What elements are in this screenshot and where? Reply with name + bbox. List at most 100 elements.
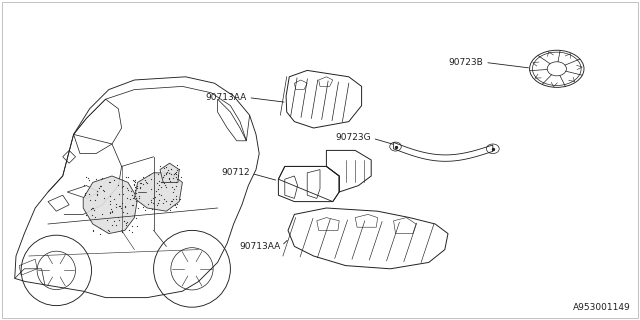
- Point: [168, 175, 178, 180]
- Point: [168, 196, 179, 201]
- Point: [171, 196, 181, 201]
- Point: [79, 190, 90, 195]
- Point: [111, 201, 121, 206]
- Point: [136, 180, 146, 185]
- Point: [103, 228, 113, 233]
- Point: [170, 171, 180, 176]
- Point: [130, 188, 140, 193]
- Point: [165, 178, 175, 183]
- Point: [132, 206, 143, 211]
- Point: [106, 211, 116, 216]
- Point: [106, 207, 116, 212]
- Point: [120, 205, 130, 210]
- Text: 90723B: 90723B: [449, 58, 483, 67]
- Point: [161, 172, 171, 177]
- Point: [157, 180, 167, 185]
- Point: [127, 202, 137, 207]
- Point: [161, 164, 172, 169]
- Point: [154, 178, 164, 183]
- Point: [113, 182, 124, 187]
- Point: [171, 183, 181, 188]
- Point: [90, 176, 100, 181]
- Point: [127, 195, 138, 200]
- Point: [134, 196, 145, 201]
- Point: [120, 203, 130, 208]
- Point: [117, 228, 127, 234]
- Point: [166, 199, 176, 204]
- Text: 90713AA: 90713AA: [239, 242, 280, 251]
- Point: [115, 203, 125, 208]
- Point: [81, 212, 91, 217]
- Point: [121, 222, 131, 228]
- Point: [154, 198, 164, 203]
- Point: [141, 179, 151, 184]
- Point: [138, 181, 148, 186]
- Point: [161, 198, 172, 204]
- Point: [148, 200, 158, 205]
- Point: [168, 190, 179, 195]
- Point: [166, 166, 176, 172]
- Point: [89, 207, 99, 212]
- Point: [156, 192, 166, 197]
- Point: [173, 173, 183, 178]
- Point: [105, 198, 115, 203]
- Point: [84, 178, 94, 183]
- Point: [92, 193, 102, 198]
- Point: [174, 167, 184, 172]
- Point: [96, 184, 106, 189]
- Point: [146, 186, 156, 191]
- Point: [150, 195, 161, 200]
- Point: [170, 170, 180, 175]
- Point: [109, 177, 120, 182]
- Point: [165, 207, 175, 212]
- Point: [127, 177, 138, 182]
- Point: [84, 192, 94, 197]
- Point: [107, 223, 117, 228]
- Point: [92, 189, 102, 194]
- Point: [169, 172, 179, 177]
- Point: [113, 192, 124, 197]
- Point: [135, 185, 145, 190]
- Point: [172, 201, 182, 206]
- Point: [156, 184, 166, 189]
- Point: [157, 174, 168, 180]
- Point: [127, 229, 137, 234]
- Point: [159, 165, 169, 170]
- Point: [105, 180, 115, 185]
- Point: [90, 214, 100, 220]
- Point: [88, 229, 99, 234]
- Text: 90713AA: 90713AA: [205, 93, 246, 102]
- Point: [164, 176, 175, 181]
- Point: [117, 201, 127, 206]
- Point: [152, 201, 163, 206]
- Point: [111, 204, 122, 209]
- Point: [156, 180, 166, 185]
- Point: [155, 163, 165, 168]
- Point: [151, 188, 161, 194]
- Point: [119, 219, 129, 224]
- Point: [111, 222, 121, 228]
- Point: [488, 146, 498, 151]
- Point: [116, 184, 127, 189]
- Point: [109, 219, 119, 224]
- Point: [171, 174, 181, 180]
- Point: [105, 210, 115, 215]
- Point: [169, 187, 179, 192]
- Point: [172, 205, 182, 210]
- Point: [163, 169, 173, 174]
- Text: 90712: 90712: [221, 168, 250, 177]
- Point: [157, 200, 168, 205]
- Point: [97, 211, 108, 216]
- Point: [105, 202, 115, 207]
- Point: [158, 174, 168, 179]
- Point: [124, 196, 134, 201]
- Point: [88, 205, 98, 210]
- Point: [171, 179, 181, 184]
- Point: [130, 187, 140, 192]
- Point: [131, 216, 141, 221]
- Point: [131, 199, 141, 204]
- Point: [114, 217, 124, 222]
- Point: [143, 202, 153, 207]
- Point: [172, 193, 182, 198]
- Point: [166, 167, 176, 172]
